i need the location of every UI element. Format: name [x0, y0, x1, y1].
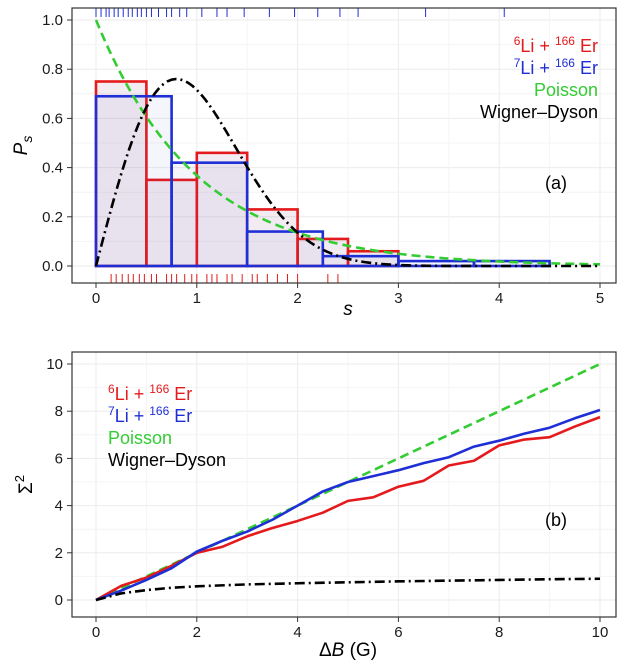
legend-main: Li + — [520, 58, 555, 78]
y-tick-label: 8 — [55, 403, 63, 420]
x-axis-label-unit: (G) — [344, 640, 377, 661]
plot-border — [71, 351, 617, 618]
legend-main: Poisson — [534, 80, 598, 100]
legend-entry: Poisson — [108, 428, 172, 448]
rug-top — [95, 8, 505, 17]
legend-sup: 166 — [149, 382, 169, 396]
x-axis-label-var: B — [332, 640, 345, 661]
y-axis-label: Ps — [11, 136, 35, 156]
legend-main: Li + — [520, 36, 555, 56]
rug-bottom — [110, 274, 339, 283]
x-tick-label: 6 — [394, 624, 402, 641]
legend-entry: 6Li + 166 Er — [514, 34, 598, 56]
y-tick-label: 0.4 — [42, 160, 63, 177]
legend-main: Li + — [115, 406, 150, 426]
histogram-bar — [94, 94, 173, 268]
y-tick-label: 2 — [55, 545, 63, 562]
y-axis-label-sup: 2 — [12, 475, 27, 482]
y-tick-label: 0 — [55, 592, 63, 609]
y-axis-label-main: P — [11, 142, 32, 155]
legend-main: Li + — [115, 384, 150, 404]
plot-border — [71, 7, 617, 284]
x-tick-label: 0 — [92, 290, 100, 307]
wigner-dyson-curve — [94, 77, 600, 268]
legend-post: Er — [169, 384, 192, 404]
y-tick-label: 0.8 — [42, 61, 63, 78]
legend-entry: 7Li + 166 Er — [514, 56, 598, 78]
legend-main: Poisson — [108, 428, 172, 448]
histogram-bar — [245, 230, 325, 268]
y-tick-label: 0.0 — [42, 258, 63, 275]
y-tick-label: 6 — [55, 450, 63, 467]
y-tick-label: 1.0 — [42, 12, 63, 29]
x-tick-label: 5 — [596, 290, 604, 307]
y-tick-label: 4 — [55, 498, 63, 515]
x-tick-label: 8 — [495, 624, 503, 641]
x-axis-label-delta: Δ — [319, 640, 332, 661]
legend-entry: Wigner–Dyson — [108, 450, 226, 470]
x-axis-label: s — [343, 299, 353, 320]
legend-sup: 166 — [555, 34, 575, 48]
legend-post: Er — [169, 406, 192, 426]
legend-pre-sup: 7 — [514, 56, 521, 70]
series-li7-line — [95, 408, 601, 602]
legend-post: Er — [575, 36, 598, 56]
poisson-curve — [94, 19, 601, 266]
histogram-li7 — [94, 94, 551, 268]
legend-entry: 7Li + 166 Er — [108, 404, 192, 426]
x-tick-label: 3 — [394, 290, 402, 307]
y-tick-label: 0.2 — [42, 209, 63, 226]
legend-sup: 166 — [149, 404, 169, 418]
legend-pre-sup: 6 — [108, 382, 115, 396]
legend-entry: 6Li + 166 Er — [108, 382, 192, 404]
legend-entry: Poisson — [534, 80, 598, 100]
wigner-dyson-line — [95, 577, 601, 602]
x-axis-label: ΔB (G) — [319, 640, 377, 661]
legend-pre-sup: 6 — [514, 34, 521, 48]
panel-label: (a) — [545, 173, 567, 193]
histogram-bar — [170, 161, 249, 268]
legend-sup: 166 — [555, 56, 575, 70]
legend-main: Wigner–Dyson — [480, 102, 598, 122]
y-axis-label-sub: s — [19, 136, 35, 143]
x-tick-label: 10 — [592, 624, 609, 641]
legend-main: Wigner–Dyson — [108, 450, 226, 470]
x-tick-label: 4 — [495, 290, 503, 307]
legend-pre-sup: 7 — [108, 404, 115, 418]
y-tick-label: 10 — [46, 356, 63, 373]
x-tick-label: 2 — [193, 624, 201, 641]
x-tick-label: 1 — [193, 290, 201, 307]
legend-entry: Wigner–Dyson — [480, 102, 598, 122]
legend-post: Er — [575, 58, 598, 78]
panel-label: (b) — [545, 510, 567, 530]
y-axis-label: Σ2 — [12, 475, 37, 494]
y-axis-label-main: Σ — [16, 482, 37, 494]
x-tick-label: 2 — [293, 290, 301, 307]
x-tick-label: 0 — [92, 624, 100, 641]
x-tick-label: 4 — [293, 624, 301, 641]
y-tick-label: 0.6 — [42, 110, 63, 127]
